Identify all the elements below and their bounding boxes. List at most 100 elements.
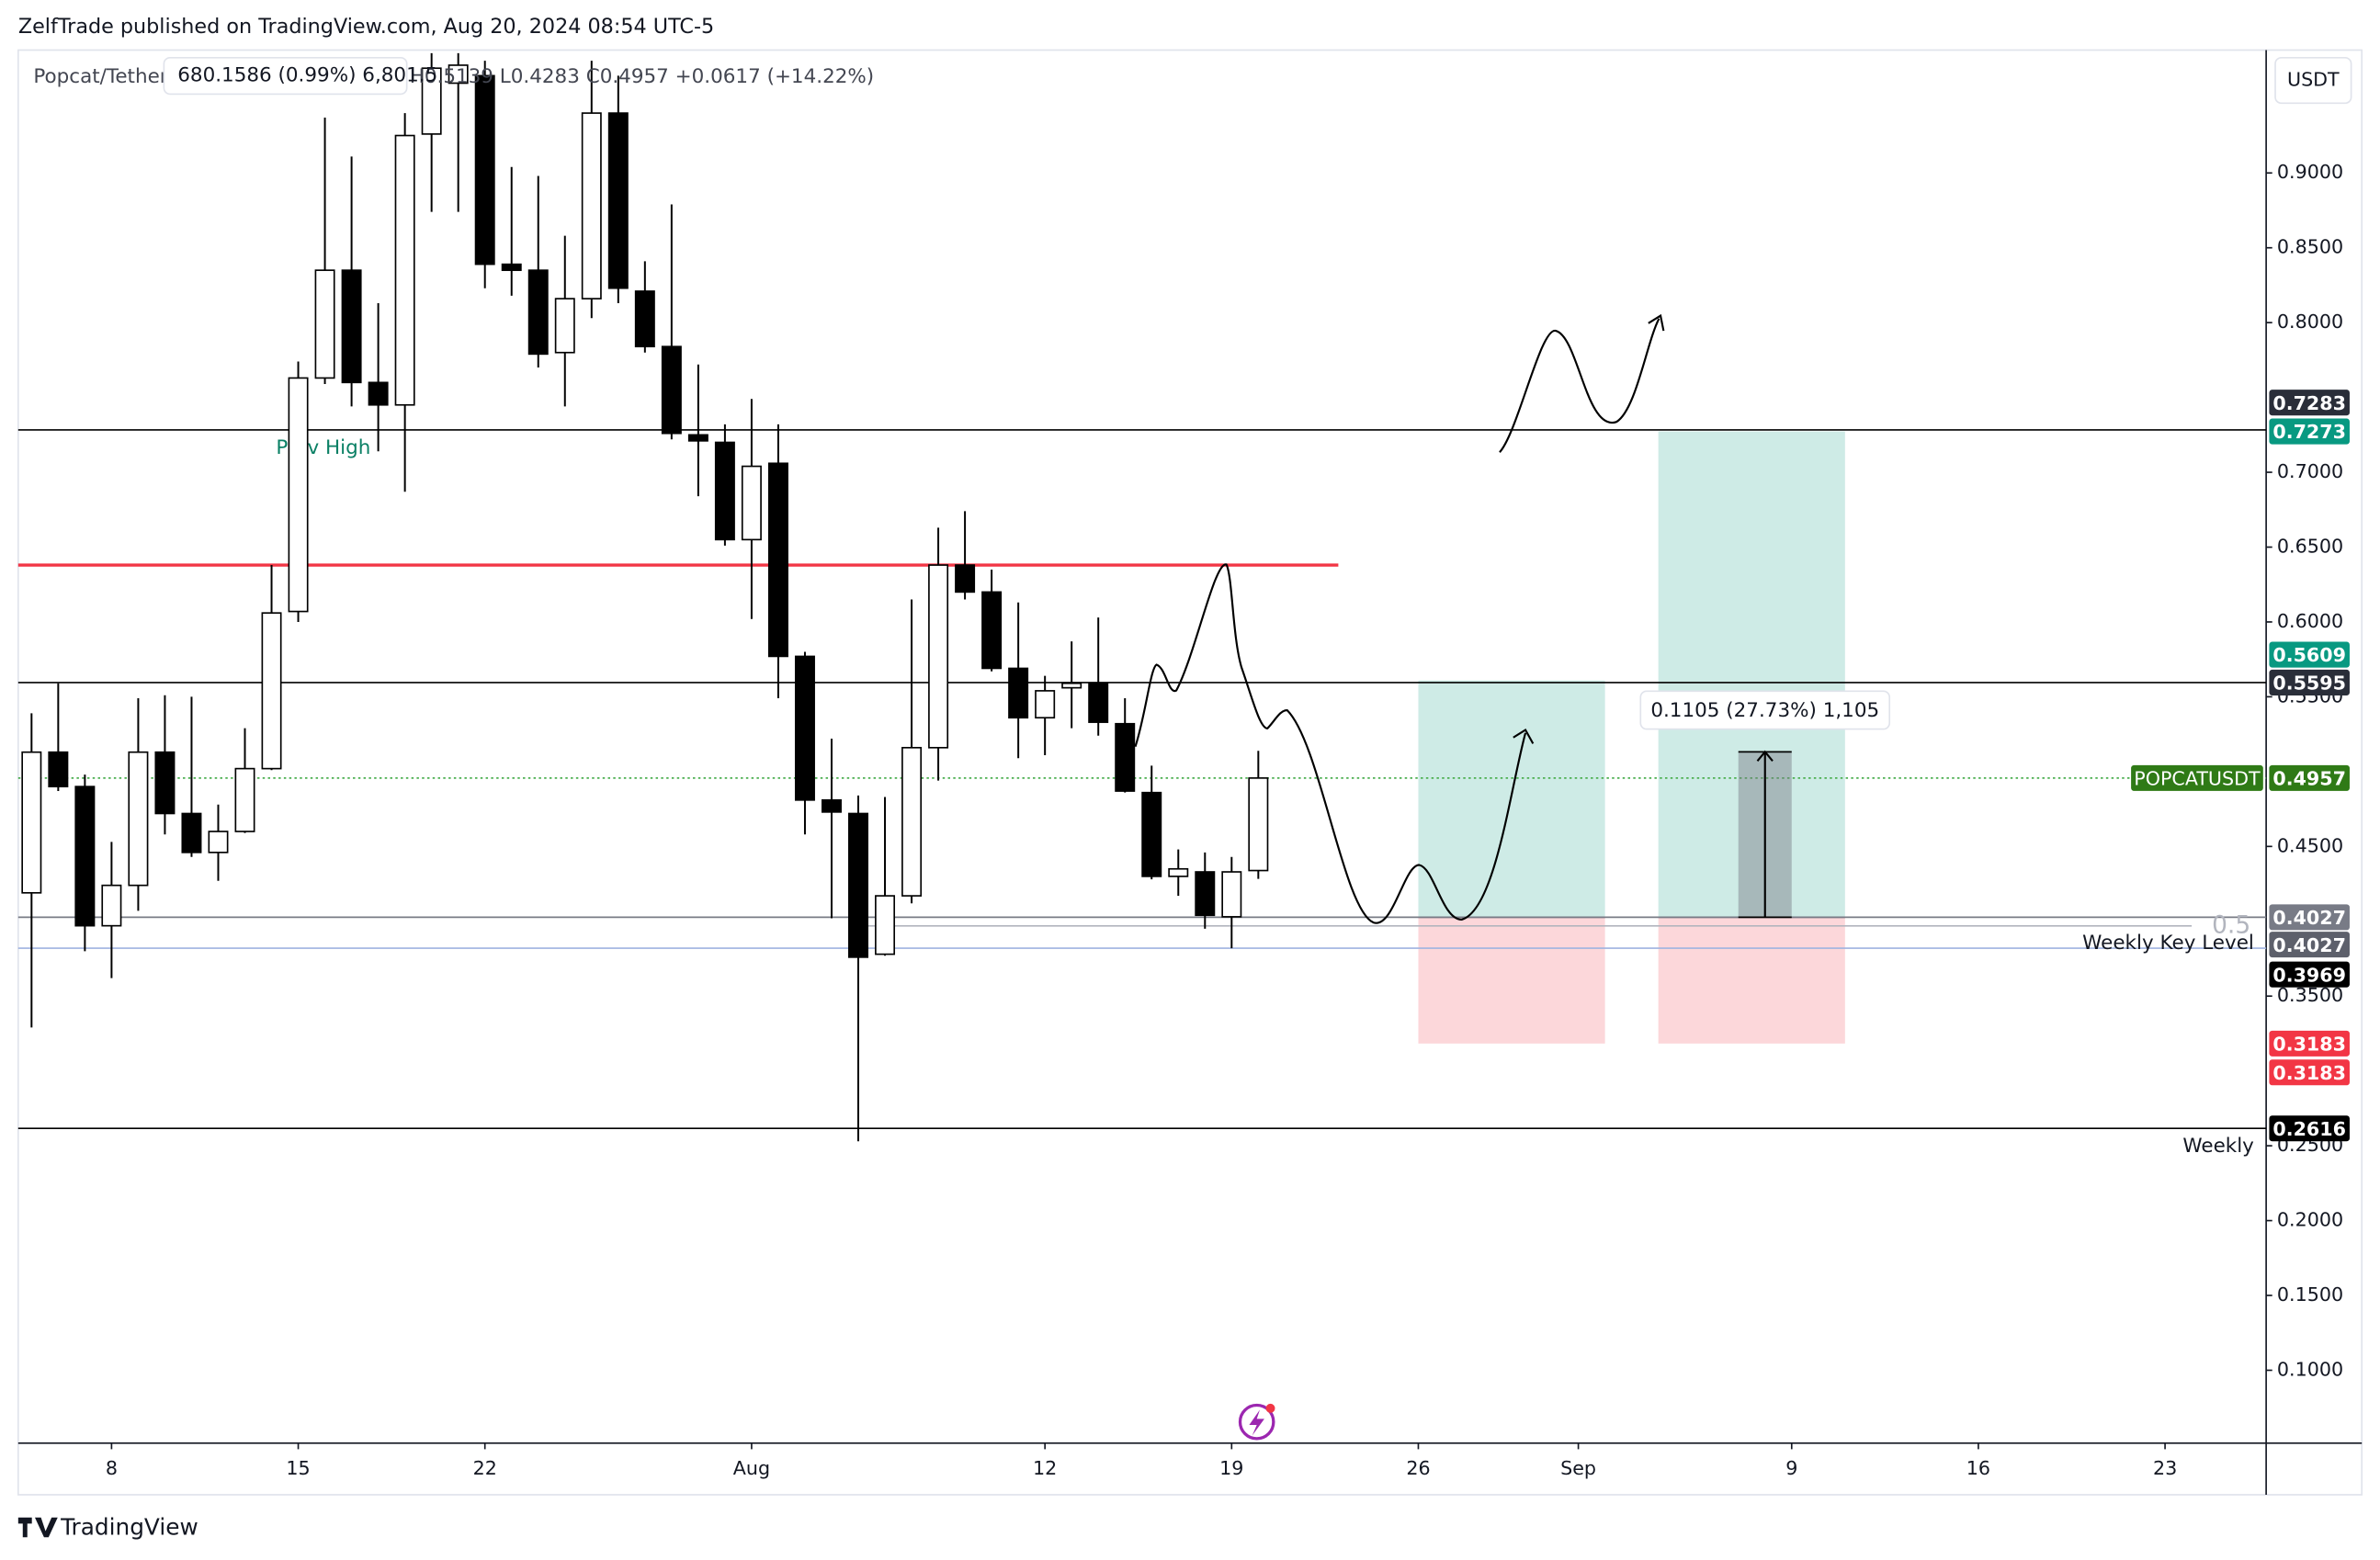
candle-body	[1195, 871, 1216, 917]
legend-values: O0.4339 H0.5139 L0.4283 C0.4957 +0.0617 …	[319, 65, 874, 88]
candle-body	[154, 751, 176, 815]
price-badge-label: 0.7283	[2272, 392, 2346, 414]
y-tick-label: 0.7000	[2277, 460, 2343, 482]
candle-body	[448, 64, 469, 85]
candle-body	[875, 895, 896, 955]
overlay-label: 680.1586 (0.99%) 6,801.5	[177, 64, 437, 87]
level-label: Weekly Key Level	[2082, 932, 2254, 955]
candle-body	[901, 746, 923, 897]
x-tick-label: 26	[1406, 1457, 1430, 1479]
candle-body	[261, 612, 282, 770]
candle-body	[687, 434, 708, 442]
candle-body	[767, 462, 788, 658]
price-badge-label: 0.3969	[2272, 964, 2346, 986]
candle-body	[181, 812, 202, 853]
x-tick-label: 12	[1033, 1457, 1057, 1479]
y-tick-label: 0.6000	[2277, 610, 2343, 632]
candle-body	[714, 441, 735, 541]
price-badge-label: 0.3183	[2272, 1062, 2346, 1084]
currency: USDT	[2287, 69, 2340, 91]
candle-body	[474, 74, 495, 266]
position-target-zone	[1658, 431, 1845, 918]
level-label: 0.5	[2212, 910, 2250, 939]
projection-drawing	[1134, 563, 1535, 924]
price-badge	[2269, 418, 2350, 445]
candle-body	[234, 767, 255, 832]
y-tick-label: 0.6500	[2277, 536, 2343, 558]
price-badge-label: 0.4957	[2272, 768, 2346, 790]
symbol-badge	[2131, 764, 2263, 791]
y-tick-label: 0.9000	[2277, 161, 2343, 183]
position-stop-zone	[1418, 917, 1605, 1044]
candle-body	[1115, 722, 1136, 792]
price-badge	[2269, 961, 2350, 988]
candle-body	[1008, 667, 1029, 719]
price-badge	[2269, 932, 2350, 958]
symbol-badge-label: POPCATUSDT	[2134, 768, 2261, 790]
candle-body	[741, 465, 762, 541]
price-badge-label: 0.2616	[2272, 1118, 2346, 1140]
measure-arrow	[1756, 750, 1774, 762]
candle-body	[501, 263, 522, 271]
candle-body	[928, 564, 949, 749]
measure-label: 0.1105 (27.73%) 1,105	[1650, 699, 1879, 722]
price-badge	[2269, 764, 2350, 791]
price-badge	[2269, 1059, 2350, 1086]
candle-body	[101, 884, 122, 927]
price-badge-label: 0.5609	[2272, 644, 2346, 666]
position-stop-zone	[1658, 917, 1845, 1044]
candle-body	[74, 786, 96, 927]
x-tick-label: 23	[2153, 1457, 2177, 1479]
x-tick-label: 19	[1219, 1457, 1243, 1479]
price-badge	[2269, 904, 2350, 931]
candle-body	[368, 381, 389, 406]
candle-body	[1061, 682, 1082, 689]
x-tick-label: 9	[1785, 1457, 1797, 1479]
y-tick-label: 0.1500	[2277, 1283, 2343, 1306]
level-label: Weekly	[2182, 1135, 2254, 1158]
x-tick-label: 15	[286, 1457, 310, 1479]
candle-body	[794, 655, 815, 801]
publisher: ZelfTrade published on TradingView.com, …	[18, 15, 714, 39]
y-tick-label: 0.4500	[2277, 834, 2343, 856]
candle-body	[394, 134, 415, 406]
x-tick-label: 16	[1966, 1457, 1990, 1479]
candle-body	[288, 377, 309, 613]
candle-body	[955, 564, 976, 593]
price-badge	[2269, 1115, 2350, 1142]
candle-body	[21, 751, 42, 894]
candle-body	[1221, 871, 1242, 918]
candle-body	[208, 831, 229, 853]
price-badge-label: 0.5595	[2272, 673, 2346, 695]
frame	[17, 49, 2363, 1496]
price-badge-label: 0.4027	[2272, 934, 2346, 956]
overlay-box	[163, 56, 408, 96]
x-tick-label: 8	[106, 1457, 118, 1479]
candle-body	[1088, 682, 1109, 723]
currency-box[interactable]	[2274, 56, 2352, 105]
candle-body	[314, 269, 335, 379]
candle-body	[981, 591, 1003, 670]
candle-body	[822, 798, 842, 813]
price-badge	[2269, 669, 2350, 695]
projection-drawing	[1499, 313, 1665, 453]
candle-body	[48, 751, 69, 787]
candle-body	[554, 298, 575, 354]
price-badge-label: 0.7273	[2272, 421, 2346, 443]
y-tick-label: 0.8000	[2277, 311, 2343, 333]
candle-body	[1248, 777, 1269, 872]
candle-body	[1168, 867, 1189, 877]
price-badge	[2269, 1030, 2350, 1057]
candle-body	[341, 269, 362, 384]
brand: TradingView	[60, 1513, 198, 1540]
candle-body	[1141, 791, 1162, 877]
brand-logo	[17, 1517, 58, 1538]
y-tick-label: 0.8500	[2277, 236, 2343, 258]
y-tick-label: 0.3500	[2277, 984, 2343, 1006]
candle-body	[1035, 690, 1056, 719]
candle-body	[634, 290, 655, 348]
